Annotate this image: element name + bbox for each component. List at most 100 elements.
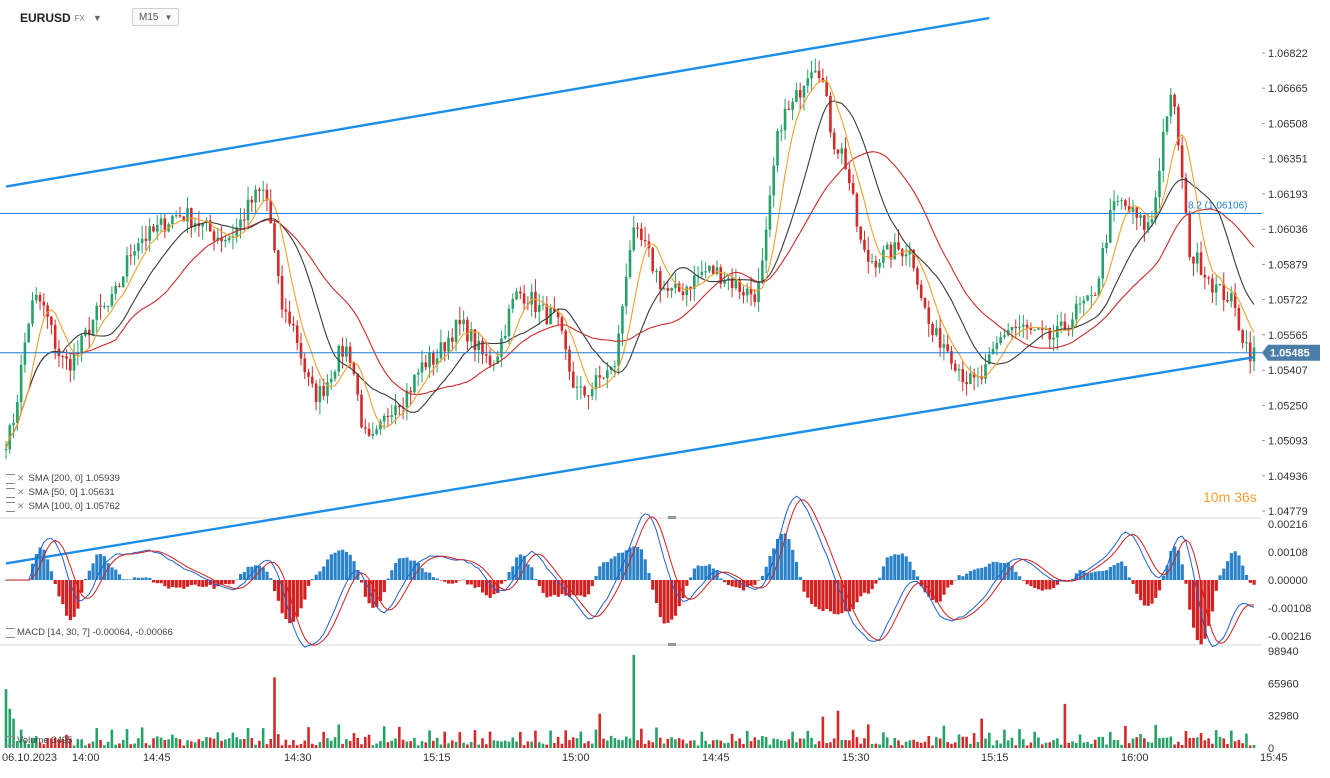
close-icon[interactable]: ✕ (17, 501, 25, 511)
macd-bar (889, 556, 893, 580)
candle-body (776, 130, 779, 166)
legend-sma200[interactable]: ✕ SMA [200, 0] 1.05939 (6, 472, 120, 485)
macd-bar (658, 580, 662, 618)
volume-bar (16, 741, 19, 748)
volume-bar (624, 736, 628, 748)
candle-body (768, 195, 772, 230)
volume-bar (795, 742, 798, 748)
candle (318, 378, 322, 415)
macd-tick-label: 0.00216 (1268, 519, 1308, 531)
candle-body (439, 342, 443, 359)
candle (292, 316, 295, 332)
candle-body (477, 340, 481, 351)
macd-bar (1002, 563, 1007, 580)
macd-bar (851, 580, 855, 610)
chevron-down-icon[interactable]: ▼ (92, 13, 102, 23)
candle (511, 293, 515, 313)
volume-bar (848, 740, 851, 748)
candle (1093, 292, 1097, 296)
candle-body (276, 250, 280, 277)
volume-bar (1230, 730, 1233, 748)
candle (1233, 283, 1237, 317)
candle (137, 237, 140, 260)
candle-body (443, 342, 446, 352)
candle-body (155, 224, 159, 232)
settings-icon[interactable] (6, 627, 15, 638)
volume-bar (677, 738, 681, 748)
macd-bar (972, 569, 976, 580)
close-icon[interactable]: ✕ (17, 487, 25, 497)
volume-bar (1059, 744, 1063, 748)
volume-bar (1199, 733, 1203, 748)
volume-bar (405, 741, 409, 748)
macd-bar (643, 559, 647, 580)
volume-bar (231, 732, 235, 748)
x-tick-label: 06.10.2023 (2, 752, 57, 764)
candle (987, 347, 991, 365)
settings-icon[interactable] (6, 735, 15, 746)
volume-bar (1165, 737, 1169, 748)
volume-bar (893, 737, 897, 748)
volume-bar (250, 737, 254, 748)
volume-bar (84, 745, 87, 748)
candle (666, 281, 670, 298)
candle (965, 371, 968, 396)
candle (526, 296, 530, 311)
settings-icon[interactable] (6, 473, 15, 484)
timeframe-selector[interactable]: M15 ▼ (132, 8, 180, 26)
candle-body (621, 306, 624, 334)
symbol-selector[interactable]: EURUSD FX ▼ (20, 8, 102, 28)
candle (84, 327, 87, 338)
volume-bar (575, 738, 579, 748)
candle-body (42, 301, 46, 306)
legend-sma50[interactable]: ✕ SMA [50, 0] 1.05631 (6, 486, 115, 499)
candle-body (246, 199, 250, 221)
settings-icon[interactable] (6, 487, 15, 498)
macd-bar (802, 580, 806, 592)
candle-body (999, 337, 1002, 344)
chevron-down-icon: ▼ (164, 12, 173, 22)
volume-bar (844, 740, 847, 748)
volume-bar (1203, 740, 1207, 748)
volume-bar (242, 739, 246, 748)
candle (1097, 275, 1101, 297)
candle-body (942, 344, 946, 348)
volume-bar (224, 739, 227, 748)
candle (420, 350, 424, 383)
volume-bar (280, 745, 284, 748)
macd-bar (299, 580, 303, 609)
candle-body (961, 369, 965, 382)
settings-icon[interactable] (6, 501, 15, 512)
macd-bar (110, 567, 114, 580)
macd-bar (87, 570, 91, 580)
candle (859, 226, 862, 244)
x-tick-label: 14:45 (143, 752, 171, 764)
candle (242, 208, 246, 231)
volume-bar (519, 731, 522, 748)
close-icon[interactable]: ✕ (17, 473, 25, 483)
candle (957, 363, 961, 382)
candle-body (386, 415, 390, 418)
candle-body (1120, 200, 1123, 202)
legend-volume[interactable]: Volume 3495 (6, 734, 72, 747)
legend-macd[interactable]: MACD [14, 30, 7] -0.00064, -0.00066 (6, 626, 173, 639)
volume-bar (152, 738, 155, 748)
macd-bar (1127, 577, 1131, 580)
macd-bar (760, 575, 765, 580)
macd-bar (1089, 572, 1094, 580)
candle-body (227, 237, 231, 241)
candle (1252, 336, 1256, 372)
volume-bar (424, 742, 428, 748)
volume-bar (469, 742, 473, 748)
candle-body (541, 304, 545, 306)
candle (1040, 320, 1044, 340)
volume-bar (950, 743, 953, 748)
candle-body (382, 415, 386, 422)
candle (878, 259, 881, 274)
legend-sma100[interactable]: ✕ SMA [100, 0] 1.05762 (6, 500, 120, 513)
macd-bar (881, 566, 886, 580)
candle (34, 287, 38, 304)
volume-bar (696, 745, 700, 748)
